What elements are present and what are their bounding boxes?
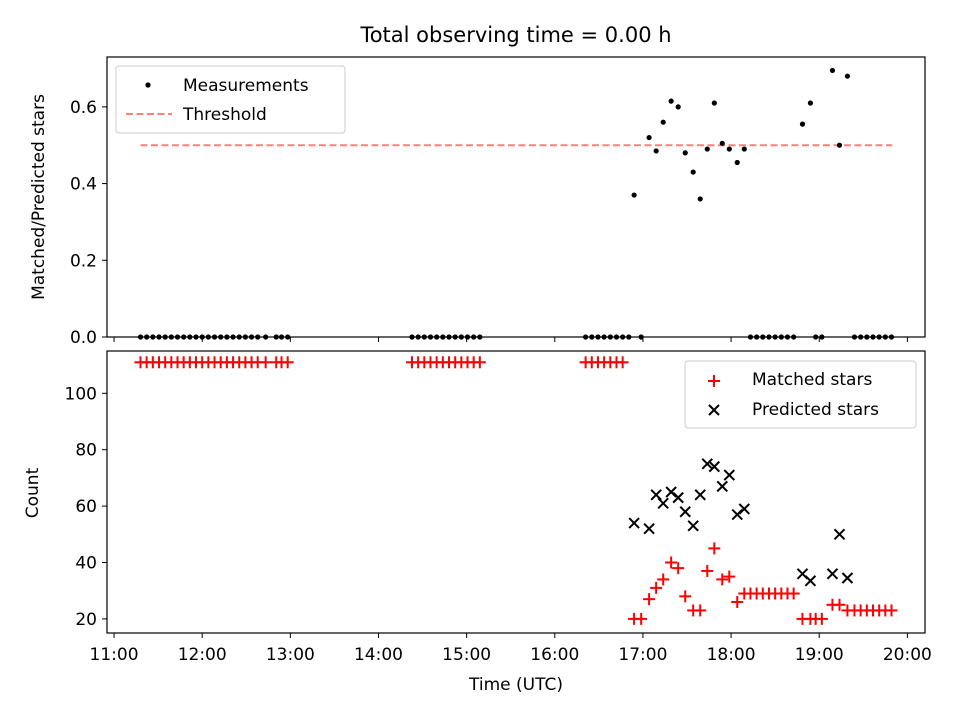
measurement-point bbox=[697, 196, 703, 202]
top-y-axis-label: Matched/Predicted stars bbox=[29, 94, 49, 300]
x-tick-label: 16:00 bbox=[530, 645, 579, 665]
top-legend-box bbox=[115, 65, 346, 134]
matched-stars-point bbox=[731, 595, 744, 608]
legend-marker-measurements bbox=[145, 82, 151, 88]
predicted-stars-point bbox=[679, 506, 691, 518]
bottom-axes-frame bbox=[106, 350, 926, 634]
measurement-point bbox=[844, 73, 851, 79]
x-tick-label: 13:00 bbox=[266, 645, 315, 665]
predicted-stars-point bbox=[708, 460, 721, 473]
legend-marker-matched-stars bbox=[708, 375, 720, 387]
top-axis-ticks: 0.0 0.2 0.4 0.6 bbox=[70, 98, 908, 348]
y-tick-label: 60 bbox=[75, 497, 97, 517]
matched-stars-point bbox=[787, 587, 800, 600]
matched-stars-point bbox=[672, 562, 685, 575]
bottom-legend-box bbox=[684, 360, 917, 429]
measurement-point bbox=[807, 100, 814, 106]
predicted-stars-point bbox=[738, 503, 751, 515]
top-legend: Measurements Threshold bbox=[115, 65, 346, 134]
bottom-panel: 20 40 60 80 100 11:00 12:00 13:00 14:00 15:00 16:0… bbox=[23, 350, 932, 695]
predicted-stars-point bbox=[687, 520, 699, 532]
predicted-stars-point bbox=[716, 480, 728, 493]
measurement-point bbox=[653, 148, 659, 154]
y-tick-label: 80 bbox=[75, 441, 97, 461]
legend-marker-predicted-stars bbox=[708, 404, 720, 416]
predicted-stars-point bbox=[672, 491, 684, 504]
matched-stars-point bbox=[701, 564, 714, 577]
measurement-point bbox=[711, 100, 717, 106]
measurement-point bbox=[799, 121, 806, 127]
bottom-axis-ticks: 20 40 60 80 100 11:00 12:00 13:00 14:00 15:00 16:0… bbox=[65, 384, 932, 665]
measurement-point bbox=[734, 159, 740, 166]
matched-stars-point bbox=[679, 590, 692, 603]
measurement-point bbox=[690, 169, 696, 175]
predicted-stars-point bbox=[826, 568, 839, 580]
measurement-point bbox=[741, 146, 747, 152]
x-tick-label: 14:00 bbox=[354, 645, 403, 665]
predicted-stars-point bbox=[841, 572, 854, 584]
matched-stars-point bbox=[694, 604, 707, 617]
matched-stars-point bbox=[657, 573, 670, 586]
y-tick-label: 0.2 bbox=[70, 251, 97, 271]
matched-stars-point bbox=[723, 570, 736, 583]
x-tick-label: 20:00 bbox=[883, 645, 932, 665]
x-tick-label: 12:00 bbox=[178, 645, 227, 665]
top-axes-frame bbox=[106, 56, 926, 338]
y-tick-label: 20 bbox=[75, 610, 97, 630]
x-tick-label: 17:00 bbox=[618, 645, 667, 665]
x-tick-label: 18:00 bbox=[707, 645, 756, 665]
predicted-stars-point bbox=[701, 458, 713, 470]
x-tick-label: 11:00 bbox=[90, 645, 139, 665]
y-tick-label: 100 bbox=[65, 384, 97, 404]
y-tick-label: 0.4 bbox=[70, 175, 97, 195]
measurement-point bbox=[668, 98, 674, 104]
predicted-stars-point bbox=[723, 469, 736, 481]
matched-stars-point bbox=[833, 598, 846, 611]
y-tick-label: 40 bbox=[75, 554, 97, 574]
measurement-point bbox=[726, 146, 732, 152]
predicted-stars-point bbox=[643, 522, 655, 535]
predicted-stars-point bbox=[804, 575, 817, 587]
measurement-point bbox=[631, 192, 637, 198]
x-tick-label: 15:00 bbox=[442, 645, 491, 665]
matched-stars-point bbox=[259, 356, 272, 369]
matched-stars-point bbox=[665, 556, 678, 569]
bottom-legend: Matched stars Predicted stars bbox=[684, 360, 917, 429]
matched-stars-point bbox=[473, 356, 486, 369]
predicted-stars-point bbox=[628, 517, 640, 529]
matched-stars-point bbox=[281, 356, 294, 369]
y-tick-label: 0.6 bbox=[70, 98, 97, 118]
legend-label-matched-stars: Matched stars bbox=[752, 370, 872, 390]
measurement-point bbox=[719, 140, 725, 146]
measurement-point bbox=[646, 134, 652, 141]
matched-stars-point bbox=[885, 604, 898, 617]
matched-stars-point bbox=[716, 573, 729, 586]
matched-stars-point bbox=[643, 593, 656, 606]
x-axis-label: Time (UTC) bbox=[468, 675, 563, 695]
matched-stars-point bbox=[650, 581, 663, 594]
legend-label-threshold: Threshold bbox=[182, 105, 267, 125]
matched-stars-point bbox=[635, 612, 648, 625]
matched-stars-point bbox=[616, 356, 629, 369]
predicted-stars-point bbox=[833, 528, 846, 541]
bottom-y-axis-label: Count bbox=[23, 467, 43, 518]
matched-stars-point bbox=[815, 612, 828, 625]
measurement-point bbox=[675, 104, 681, 110]
legend-label-predicted-stars: Predicted stars bbox=[752, 400, 879, 420]
legend-label-measurements: Measurements bbox=[183, 76, 309, 96]
measurement-point bbox=[704, 146, 710, 152]
predicted-stars-point bbox=[657, 497, 669, 509]
measurement-point bbox=[660, 119, 666, 125]
x-tick-label: 19:00 bbox=[795, 645, 844, 665]
figure-title: Total observing time = 0.00 h bbox=[359, 23, 671, 47]
measurement-point bbox=[829, 67, 836, 74]
top-panel: 0.0 0.2 0.4 0.6 Matched/Predicted stars Mea… bbox=[29, 56, 926, 348]
measurement-point bbox=[682, 150, 688, 156]
matched-stars-point bbox=[708, 542, 721, 555]
bottom-plot-area bbox=[134, 356, 898, 625]
y-tick-label: 0.0 bbox=[70, 328, 97, 348]
predicted-stars-point bbox=[694, 489, 706, 501]
measurement-point bbox=[836, 142, 843, 148]
